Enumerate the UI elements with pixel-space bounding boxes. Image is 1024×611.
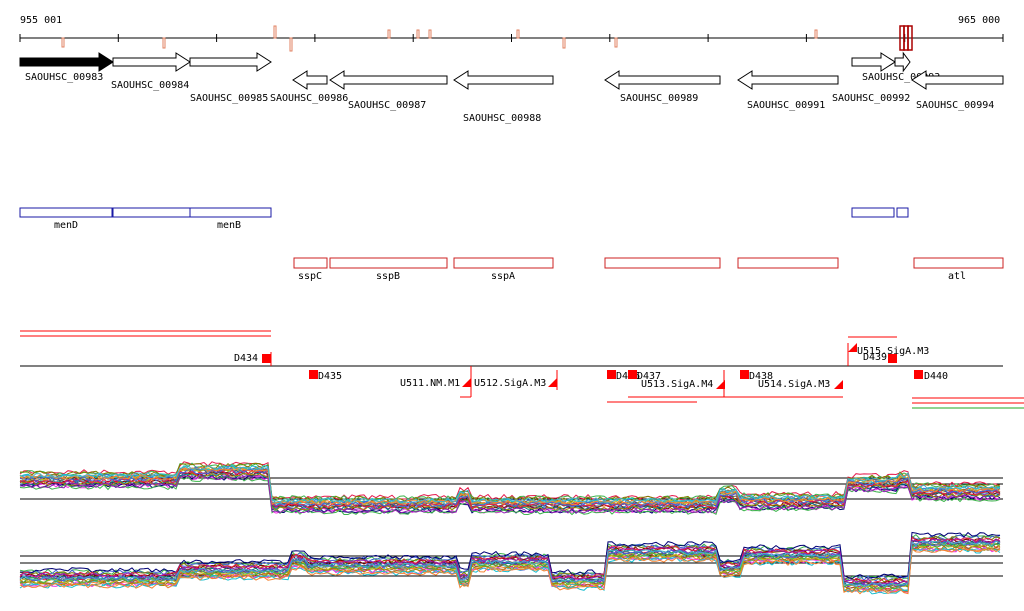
axis-marker (614, 37, 618, 48)
feature-label: U511.NM.M1 (400, 378, 460, 389)
axis-marker (61, 37, 65, 48)
axis-end-label: 965 000 (958, 15, 1000, 26)
feature-label: D435 (318, 371, 342, 382)
operon-label: menB (217, 220, 241, 231)
axis-marker (416, 29, 420, 39)
expression-trace (19, 540, 1001, 588)
operon-label: atl (948, 271, 966, 282)
axis-markers (61, 25, 913, 52)
gene-arrow[interactable] (19, 52, 114, 72)
operon-label: sspC (298, 271, 322, 282)
operon-box-minus[interactable] (913, 257, 1004, 269)
expression-trace (19, 474, 1001, 514)
axis-marker (428, 29, 432, 39)
feature-label: U514.SigA.M3 (758, 379, 830, 390)
expression-track-2 (19, 531, 1003, 595)
feature-marker[interactable] (914, 370, 923, 379)
expression-trace (20, 462, 1001, 502)
operon-label: menD (54, 220, 78, 231)
expression-trace (19, 467, 1001, 508)
feature-label: D440 (924, 371, 948, 382)
expression-trace (19, 464, 1001, 504)
feature-label: D434 (234, 353, 258, 364)
feature-marker[interactable] (548, 378, 557, 387)
operon-label: sspA (491, 271, 515, 282)
gene-label: SAOUHSC_00994 (916, 100, 994, 111)
operon-label: sspB (376, 271, 400, 282)
operon-box-minus[interactable] (329, 257, 448, 269)
gene-label: SAOUHSC_00988 (463, 113, 541, 124)
gene-label: SAOUHSC_00986 (270, 93, 348, 104)
axis-marker (289, 37, 293, 52)
axis-marker (562, 37, 566, 49)
gene-label: SAOUHSC_00985 (190, 93, 268, 104)
feature-label: U512.SigA.M3 (474, 378, 546, 389)
operon-box-minus[interactable] (293, 257, 328, 269)
feature-marker[interactable] (740, 370, 749, 379)
axis-marker (273, 25, 277, 39)
feature-label: U513.SigA.M4 (641, 379, 713, 390)
feature-marker[interactable] (716, 380, 725, 389)
feature-marker[interactable] (262, 354, 271, 363)
feature-label: U515.SigA.M3 (857, 346, 929, 357)
operon-box-minus[interactable] (604, 257, 721, 269)
feature-marker[interactable] (628, 370, 637, 379)
gene-arrow[interactable] (851, 52, 896, 72)
operon-box-plus[interactable] (851, 207, 895, 218)
operon-box-plus[interactable] (112, 207, 191, 218)
expression-trace (19, 542, 1001, 590)
gene-label: SAOUHSC_00983 (25, 72, 103, 83)
gene-arrow[interactable] (112, 52, 191, 72)
axis-marker (516, 29, 520, 39)
gene-arrow[interactable] (189, 52, 272, 72)
feature-label: D438 (749, 371, 773, 382)
expression-trace (19, 547, 1001, 595)
feature-marker[interactable] (888, 354, 897, 363)
gene-label: SAOUHSC_00987 (348, 100, 426, 111)
axis-start-label: 955 001 (20, 15, 62, 26)
gene-arrow[interactable] (911, 70, 1004, 90)
expression-trace (19, 531, 1000, 580)
feature-label: D439 (863, 352, 887, 363)
expression-track-1 (19, 461, 1003, 516)
gene-arrow[interactable] (737, 70, 839, 90)
axis-marker-cluster (907, 25, 913, 51)
axis-marker (814, 29, 818, 39)
axis-marker (387, 29, 391, 39)
operon-box-minus[interactable] (737, 257, 839, 269)
axis-marker (162, 37, 166, 49)
operon-box-minus[interactable] (453, 257, 554, 269)
gene-label: SAOUHSC_00984 (111, 80, 189, 91)
feature-label: D437 (637, 371, 661, 382)
gene-label: SAOUHSC_00993 (862, 72, 940, 83)
feature-marker[interactable] (834, 380, 843, 389)
expression-trace (19, 534, 1001, 582)
gene-arrow[interactable] (453, 70, 554, 90)
gene-arrow[interactable] (292, 70, 328, 90)
operon-box-plus[interactable] (189, 207, 272, 218)
gene-arrow[interactable] (604, 70, 721, 90)
operon-box-plus[interactable] (896, 207, 909, 218)
gene-arrow[interactable] (329, 70, 448, 90)
feature-marker[interactable] (462, 378, 471, 387)
operon-box-plus[interactable] (19, 207, 113, 218)
expression-trace (19, 537, 1001, 585)
gene-label: SAOUHSC_00989 (620, 93, 698, 104)
gene-arrow[interactable] (894, 51, 911, 73)
operon-track: menD menB sspC sspB sspA atl (19, 207, 1004, 282)
feature-marker[interactable] (309, 370, 318, 379)
gene-label: SAOUHSC_00992 (832, 93, 910, 104)
expression-trace (19, 545, 1001, 593)
feature-marker[interactable] (848, 343, 857, 352)
feature-track: D434D435U511.NM.M1U512.SigA.M3D436D437U5… (20, 330, 1024, 409)
feature-marker[interactable] (607, 370, 616, 379)
gene-label: SAOUHSC_00991 (747, 100, 825, 111)
